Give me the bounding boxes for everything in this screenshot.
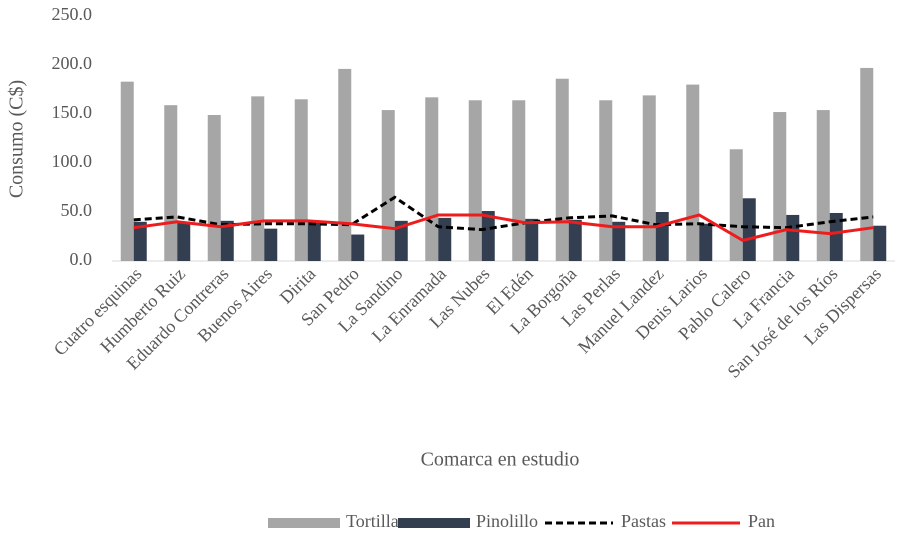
legend-swatch — [268, 518, 340, 528]
bar — [251, 96, 265, 261]
y-tick-label: 0.0 — [70, 249, 93, 269]
bar — [599, 100, 613, 261]
line — [133, 195, 874, 232]
bar — [773, 112, 787, 261]
bar — [394, 220, 408, 261]
bar — [860, 67, 874, 261]
bar — [381, 110, 395, 261]
bar — [468, 100, 482, 261]
bar — [512, 100, 526, 261]
bar — [786, 214, 800, 261]
bar — [742, 198, 756, 261]
bar — [816, 110, 830, 261]
bar — [207, 114, 221, 261]
bar — [133, 221, 147, 261]
legend-label: Pan — [748, 511, 775, 531]
legend-label: Pastas — [621, 511, 666, 531]
bar — [294, 99, 308, 261]
bar — [307, 221, 321, 261]
y-tick-label: 50.0 — [61, 200, 93, 220]
bar — [177, 221, 191, 261]
bar — [338, 68, 352, 261]
legend-label: Pinolillo — [476, 511, 538, 531]
bar — [829, 212, 843, 261]
bar — [164, 105, 178, 262]
bar — [220, 220, 234, 261]
y-tick-label: 100.0 — [52, 151, 93, 171]
bar — [655, 212, 669, 261]
y-axis-label: Consumo (C$) — [6, 80, 28, 198]
bar — [425, 97, 439, 261]
bar — [686, 84, 700, 261]
bar — [642, 95, 656, 261]
bar — [555, 78, 569, 261]
y-tick-label: 150.0 — [52, 102, 93, 122]
bar — [873, 225, 887, 261]
bar — [438, 217, 452, 261]
line — [133, 213, 874, 243]
legend-swatch — [398, 518, 470, 528]
bar — [568, 219, 582, 261]
bar — [729, 149, 743, 261]
bar — [612, 221, 626, 261]
bar — [351, 234, 365, 261]
x-axis-label: Comarca en estudio — [421, 449, 580, 471]
bar — [120, 81, 134, 261]
bar — [264, 228, 278, 261]
bar — [699, 223, 713, 261]
y-tick-label: 200.0 — [52, 53, 93, 73]
legend-label: Tortilla — [346, 511, 399, 531]
bar — [525, 218, 539, 261]
bar — [481, 211, 495, 261]
y-tick-label: 250.0 — [52, 4, 93, 24]
